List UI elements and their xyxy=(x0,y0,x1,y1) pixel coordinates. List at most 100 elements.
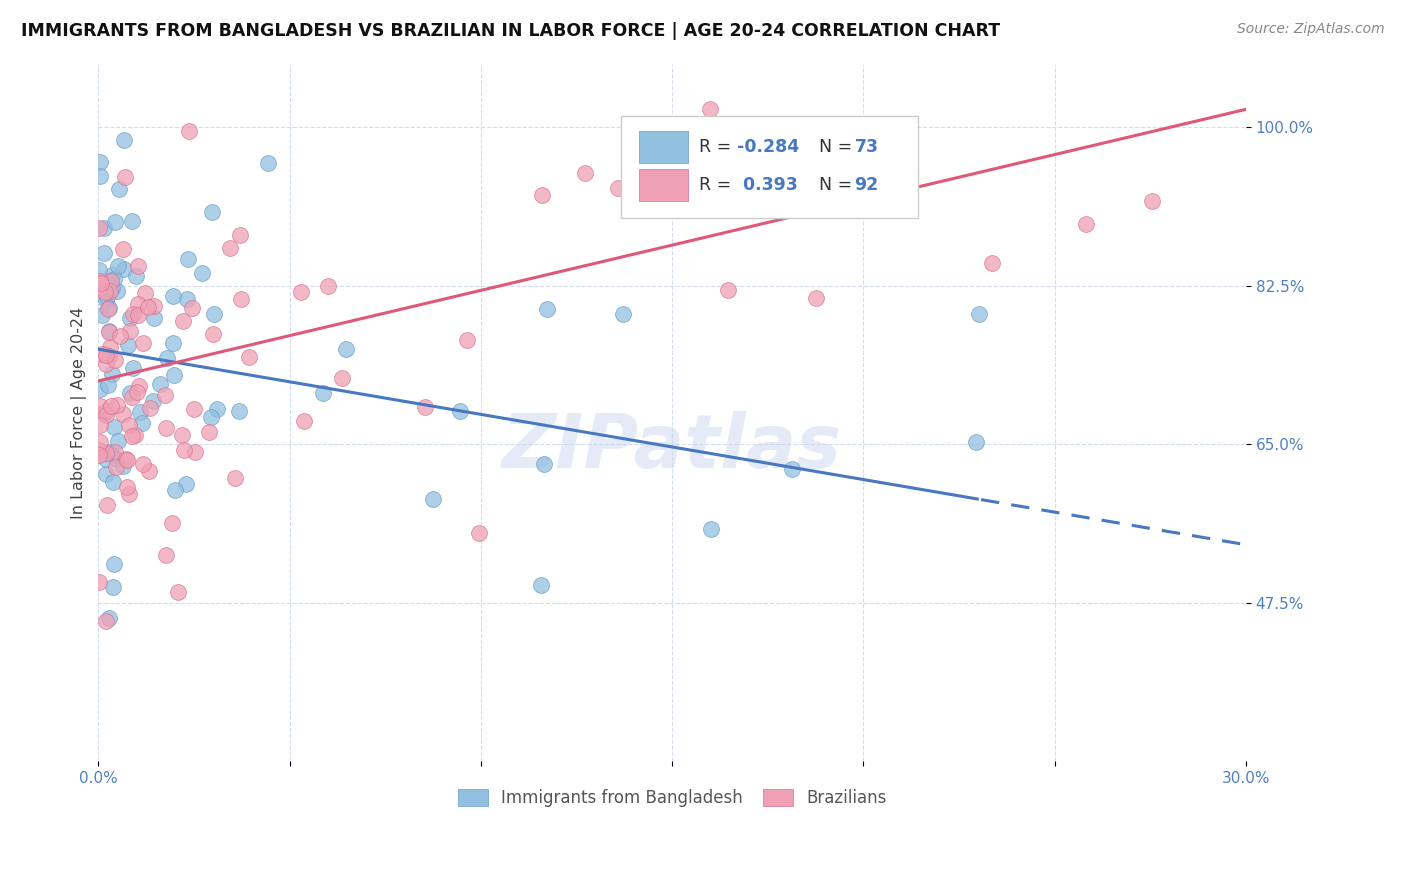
Point xyxy=(115,452,138,467)
Point xyxy=(90,308,112,322)
Point xyxy=(89,169,111,184)
Point xyxy=(228,404,250,418)
Point xyxy=(94,357,117,371)
Point xyxy=(108,182,131,196)
Point xyxy=(129,405,152,419)
Point xyxy=(101,280,124,294)
Point xyxy=(97,349,120,363)
Point xyxy=(94,452,117,467)
Point xyxy=(94,408,117,422)
Point xyxy=(89,417,111,432)
Point xyxy=(100,399,122,413)
Point xyxy=(104,352,127,367)
Point xyxy=(90,276,112,290)
Point xyxy=(856,182,879,196)
Point xyxy=(170,428,193,442)
Point xyxy=(96,446,118,460)
Point xyxy=(97,324,120,338)
Point xyxy=(101,268,124,282)
Text: IMMIGRANTS FROM BANGLADESH VS BRAZILIAN IN LABOR FORCE | AGE 20-24 CORRELATION C: IMMIGRANTS FROM BANGLADESH VS BRAZILIAN … xyxy=(21,22,1000,40)
Legend: Immigrants from Bangladesh, Brazilians: Immigrants from Bangladesh, Brazilians xyxy=(450,780,894,815)
Point xyxy=(127,259,149,273)
Point xyxy=(132,457,155,471)
Point xyxy=(114,262,136,277)
Point xyxy=(177,124,200,138)
Point xyxy=(1076,218,1098,232)
Point xyxy=(142,310,165,325)
Point xyxy=(529,578,551,592)
Point xyxy=(98,445,121,459)
Point xyxy=(114,451,136,466)
Point xyxy=(456,333,478,347)
Point xyxy=(138,464,160,478)
Point xyxy=(181,301,204,316)
Text: R =: R = xyxy=(699,176,737,194)
Point xyxy=(231,292,253,306)
Point xyxy=(699,103,721,117)
Point xyxy=(97,301,120,316)
Point xyxy=(965,435,987,450)
Point xyxy=(318,278,340,293)
Point xyxy=(98,284,121,298)
Point xyxy=(94,293,117,307)
Point xyxy=(162,336,184,351)
Point xyxy=(183,402,205,417)
Point xyxy=(107,434,129,448)
Point xyxy=(229,228,252,243)
Point xyxy=(89,575,111,590)
Point xyxy=(205,402,228,417)
Point xyxy=(191,266,214,280)
Point xyxy=(149,377,172,392)
Point xyxy=(160,516,183,531)
Point xyxy=(121,390,143,404)
Point xyxy=(100,448,122,462)
Point xyxy=(111,459,134,474)
Point xyxy=(96,290,118,304)
Point xyxy=(124,428,146,442)
Point xyxy=(183,445,205,459)
Point xyxy=(969,307,991,321)
Point xyxy=(176,293,198,307)
Point xyxy=(131,417,153,431)
Point xyxy=(449,404,471,418)
Point xyxy=(139,401,162,415)
Point xyxy=(93,246,115,260)
Point xyxy=(112,407,135,421)
Point xyxy=(173,442,195,457)
Point xyxy=(103,557,125,571)
Point xyxy=(101,367,124,381)
Point xyxy=(97,378,120,392)
Point xyxy=(112,242,135,256)
Point xyxy=(118,487,141,501)
Point xyxy=(118,417,141,432)
Point xyxy=(142,394,165,409)
Point xyxy=(87,448,110,462)
Point xyxy=(103,420,125,434)
Point xyxy=(176,252,198,267)
Point xyxy=(108,328,131,343)
Point xyxy=(125,268,148,283)
Point xyxy=(107,398,129,412)
Point xyxy=(112,133,135,147)
Point xyxy=(197,425,219,439)
Text: Source: ZipAtlas.com: Source: ZipAtlas.com xyxy=(1237,22,1385,37)
Point xyxy=(121,307,143,321)
Point xyxy=(155,420,177,434)
Text: -0.284: -0.284 xyxy=(737,138,799,156)
Point xyxy=(87,220,110,235)
Text: 0.393: 0.393 xyxy=(737,176,797,194)
Point xyxy=(290,285,312,300)
Point xyxy=(607,181,630,195)
Point xyxy=(200,410,222,425)
Text: N =: N = xyxy=(818,176,858,194)
Point xyxy=(91,347,114,361)
Point xyxy=(531,188,554,202)
Point xyxy=(174,477,197,491)
Point xyxy=(107,259,129,273)
Point xyxy=(981,256,1004,270)
Point xyxy=(224,471,246,485)
Point xyxy=(533,457,555,471)
Point xyxy=(413,401,436,415)
Point xyxy=(163,483,186,497)
Point xyxy=(155,388,177,402)
